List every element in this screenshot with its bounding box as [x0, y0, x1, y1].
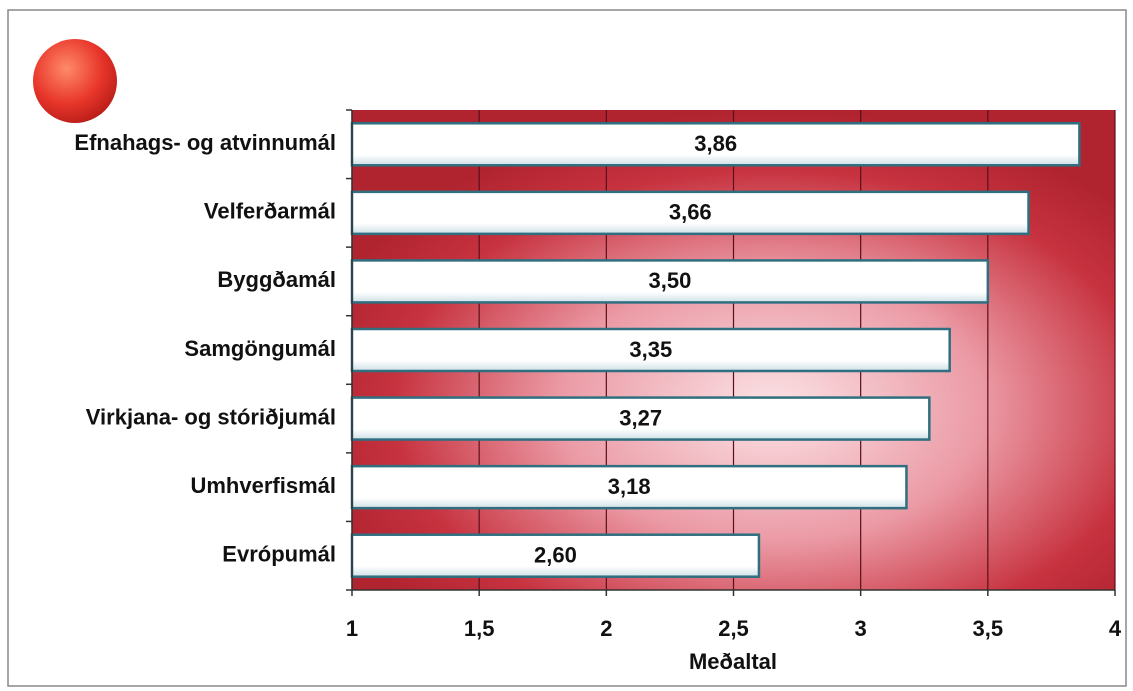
y-tick-label: Umhverfismál — [190, 473, 336, 498]
value-label: 3,50 — [649, 268, 692, 293]
x-tick-label: 2 — [600, 616, 612, 641]
x-axis-label: Meðaltal — [689, 649, 777, 674]
bars — [350, 122, 1081, 578]
logo-ball — [33, 39, 117, 123]
y-tick-label: Virkjana- og stóriðjumál — [86, 404, 336, 429]
x-tick-label: 1 — [346, 616, 358, 641]
value-label: 3,35 — [629, 337, 672, 362]
x-tick-label: 1,5 — [464, 616, 495, 641]
y-tick-label: Velferðarmál — [204, 199, 336, 224]
bar — [350, 464, 908, 510]
x-tick-label: 2,5 — [718, 616, 749, 641]
x-tick-label: 3 — [855, 616, 867, 641]
y-tick-label: Samgöngumál — [184, 336, 336, 361]
value-label: 2,60 — [534, 543, 577, 568]
value-label: 3,66 — [669, 200, 712, 225]
value-label: 3,86 — [694, 131, 737, 156]
y-tick-label: Evrópumál — [222, 542, 336, 567]
bar — [350, 533, 761, 578]
value-label: 3,18 — [608, 474, 651, 499]
y-tick-label: Byggðamál — [217, 267, 336, 292]
x-tick-label: 4 — [1109, 616, 1122, 641]
value-label: 3,27 — [619, 405, 662, 430]
x-tick-label: 3,5 — [973, 616, 1004, 641]
y-tick-label: Efnahags- og atvinnumál — [74, 130, 336, 155]
